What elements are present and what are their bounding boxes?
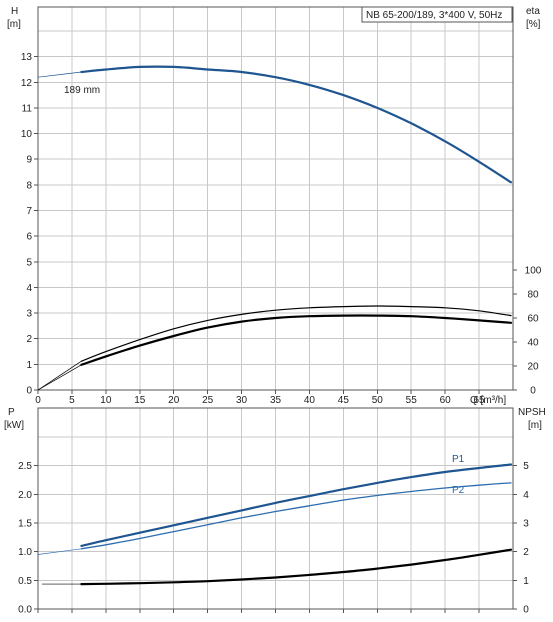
bottom-right-tick-label: 5 — [523, 461, 529, 472]
x-tick-label: 35 — [270, 395, 282, 406]
x-tick-label: 15 — [134, 395, 146, 406]
top-left-tick-label: 2 — [26, 334, 32, 345]
bottom-left-tick-label: 2.0 — [18, 490, 32, 501]
top-right-tick-label: 80 — [527, 290, 539, 301]
top-right-tick-label: 0 — [530, 386, 536, 397]
top-left-tick-label: 1 — [26, 360, 32, 371]
p1-curve — [80, 463, 513, 547]
p2-curve — [80, 482, 512, 550]
eta-upper-curve-extension — [37, 360, 82, 391]
bottom-right-tick-label: 0 — [523, 605, 529, 616]
bottom-right-axis-unit: [m] — [528, 420, 542, 431]
top-right-axis-label: eta — [526, 6, 540, 17]
x-tick-label: 10 — [100, 395, 112, 406]
top-right-tick-label: 60 — [527, 314, 539, 325]
x-tick-label: 40 — [304, 395, 316, 406]
top-left-tick-label: 11 — [22, 103, 33, 114]
eta-upper-curve — [80, 305, 512, 362]
top-left-tick-label: 8 — [26, 180, 32, 191]
x-tick-label: 25 — [202, 395, 214, 406]
x-axis-label: Q [m³/h] — [470, 395, 506, 406]
top-right-axis-unit: [%] — [526, 19, 541, 30]
top-left-tick-label: 4 — [26, 283, 32, 294]
top-left-axis-label: H — [11, 6, 18, 17]
eta-curve-extension — [37, 364, 82, 391]
bottom-left-tick-label: 2.5 — [18, 461, 32, 472]
bottom-right-tick-label: 2 — [523, 547, 529, 558]
curve-label-189mm: 189 mm — [64, 85, 100, 96]
npsh-curve — [80, 548, 513, 586]
top-chart-grid — [37, 6, 514, 391]
head-curve-189mm — [80, 65, 513, 184]
bottom-left-axis-unit: [kW] — [4, 420, 24, 431]
top-right-tick-label: 40 — [527, 338, 539, 349]
x-tick-label: 0 — [35, 395, 41, 406]
bottom-right-tick-label: 1 — [523, 576, 529, 587]
curve-label-p1: P1 — [452, 454, 465, 465]
x-tick-label: 30 — [236, 395, 248, 406]
p2-curve-extension — [37, 548, 82, 555]
x-tick-label: 50 — [372, 395, 384, 406]
x-tick-label: 65 — [474, 395, 486, 406]
top-left-tick-label: 7 — [26, 206, 32, 217]
top-left-tick-label: 6 — [26, 232, 32, 243]
bottom-left-tick-label: 1.5 — [18, 519, 32, 530]
top-right-tick-label: 100 — [525, 266, 542, 277]
title-box-text: NB 65-200/189, 3*400 V, 50Hz — [366, 10, 502, 21]
chart-curves — [37, 65, 513, 586]
bottom-left-tick-label: 0.0 — [18, 605, 32, 616]
bottom-right-tick-label: 3 — [523, 519, 529, 530]
eta-curve — [80, 314, 513, 366]
x-tick-label: 45 — [338, 395, 350, 406]
bottom-left-tick-label: 1.0 — [18, 547, 32, 558]
top-left-tick-label: 0 — [26, 386, 32, 397]
top-left-tick-label: 13 — [21, 52, 33, 63]
bottom-chart-grid — [37, 407, 514, 610]
bottom-left-tick-label: 0.5 — [18, 576, 32, 587]
top-right-tick-label: 20 — [527, 362, 539, 373]
bottom-right-axis-label: NPSH — [518, 407, 546, 418]
top-left-tick-label: 12 — [21, 78, 33, 89]
top-left-tick-label: 3 — [26, 309, 32, 320]
top-left-tick-label: 10 — [21, 129, 33, 140]
x-tick-label: 55 — [406, 395, 418, 406]
top-left-tick-label: 5 — [26, 257, 32, 268]
x-tick-label: 5 — [69, 395, 75, 406]
top-left-tick-label: 9 — [26, 155, 32, 166]
bottom-right-tick-label: 4 — [523, 490, 529, 501]
curve-label-p2: P2 — [452, 485, 465, 496]
title-box-frame — [361, 6, 513, 23]
bottom-left-axis-label: P — [8, 407, 15, 418]
head-curve-189mm-extension — [37, 71, 82, 78]
x-tick-label: 20 — [168, 395, 180, 406]
x-tick-label: 60 — [440, 395, 452, 406]
top-left-axis-unit: [m] — [7, 19, 21, 30]
